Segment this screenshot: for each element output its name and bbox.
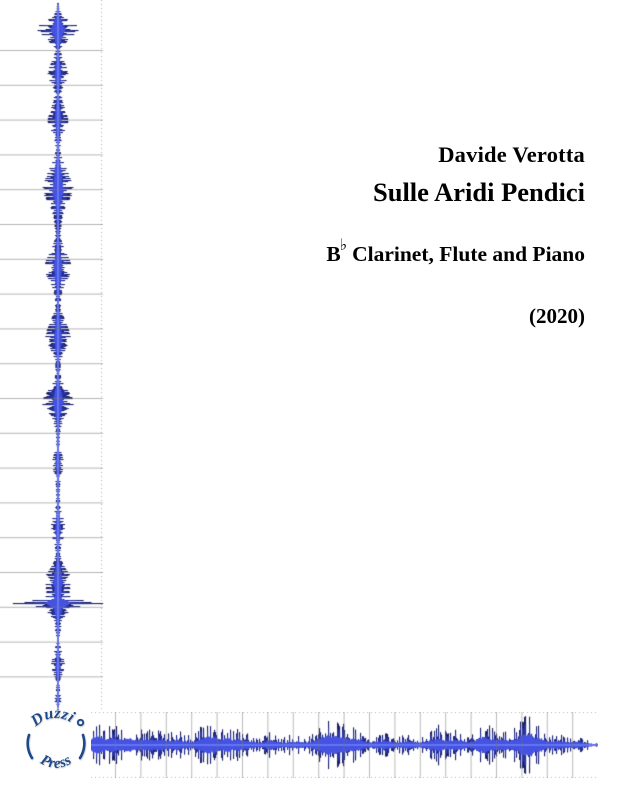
svg-text:Press: Press [38, 752, 75, 772]
svg-text:Duzzi: Duzzi [27, 707, 78, 730]
